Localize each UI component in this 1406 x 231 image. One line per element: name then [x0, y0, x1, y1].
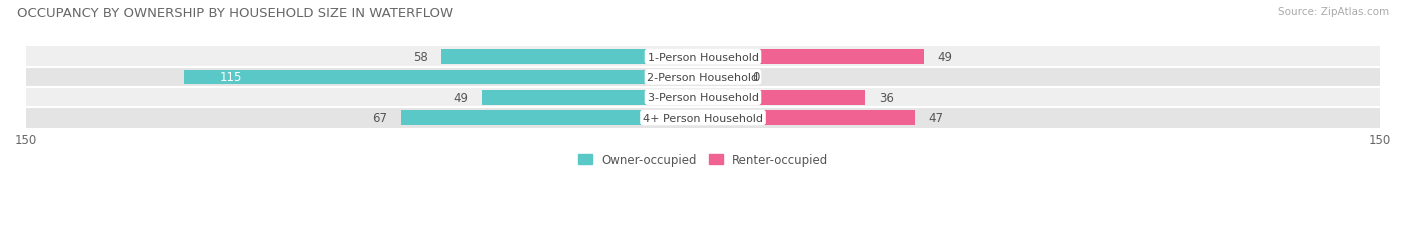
Bar	[703, 111, 915, 125]
Legend: Owner-occupied, Renter-occupied: Owner-occupied, Renter-occupied	[572, 149, 834, 171]
Bar	[27, 67, 1379, 88]
Bar	[703, 50, 924, 65]
Bar	[703, 70, 740, 85]
Text: 67: 67	[373, 112, 387, 125]
Text: Source: ZipAtlas.com: Source: ZipAtlas.com	[1278, 7, 1389, 17]
Bar	[441, 50, 703, 65]
Text: 49: 49	[453, 91, 468, 104]
Bar	[184, 70, 703, 85]
Text: 3-Person Household: 3-Person Household	[648, 93, 758, 103]
Text: 4+ Person Household: 4+ Person Household	[643, 113, 763, 123]
Text: 0: 0	[752, 71, 761, 84]
Text: 36: 36	[879, 91, 894, 104]
Text: 58: 58	[413, 51, 427, 64]
Text: 2-Person Household: 2-Person Household	[647, 73, 759, 82]
Bar	[27, 47, 1379, 67]
Bar	[703, 91, 866, 105]
Text: 47: 47	[928, 112, 943, 125]
Bar	[27, 108, 1379, 128]
Text: 115: 115	[221, 71, 243, 84]
Bar	[401, 111, 703, 125]
Text: 49: 49	[938, 51, 953, 64]
Bar	[482, 91, 703, 105]
Text: OCCUPANCY BY OWNERSHIP BY HOUSEHOLD SIZE IN WATERFLOW: OCCUPANCY BY OWNERSHIP BY HOUSEHOLD SIZE…	[17, 7, 453, 20]
Text: 1-Person Household: 1-Person Household	[648, 52, 758, 62]
Bar	[27, 88, 1379, 108]
